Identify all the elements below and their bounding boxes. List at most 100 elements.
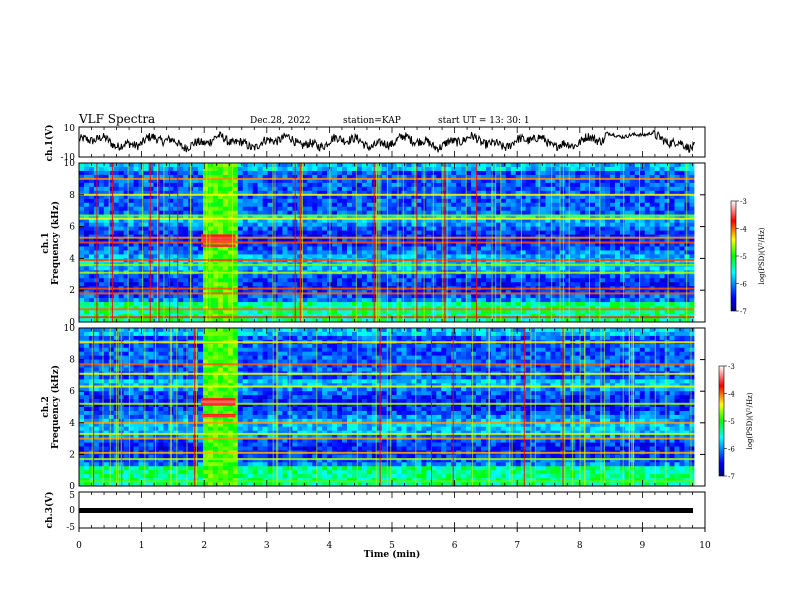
ch1-spec-cell: [570, 174, 576, 180]
ch1-spec-cell: [431, 318, 437, 323]
ch1-spec-cell: [108, 190, 115, 196]
ch1-spec-cell: [351, 218, 358, 223]
ch1-spec-cell: [476, 186, 482, 192]
ch1-spec-cell: [212, 250, 219, 255]
ch1-spec-cell: [451, 314, 457, 319]
ch1-spec-cell: [401, 290, 407, 295]
ch1-spec-cell: [242, 314, 249, 319]
ch1-spec-cell: [446, 163, 452, 168]
ch1-spec-cell: [585, 186, 591, 192]
ch1-spec-cell: [143, 238, 149, 243]
ch1-spec-cell: [158, 314, 164, 319]
ch1-spec-cell: [654, 282, 660, 287]
ch1-spec-cell: [634, 234, 641, 239]
ch1-spec-cell: [312, 318, 318, 323]
ch1-spec-cell: [495, 186, 502, 192]
ch1-spec-cell: [679, 210, 685, 215]
ch1-spec-cell: [476, 206, 482, 211]
ch1-spec-cell: [431, 266, 437, 271]
ch1-spec-cell: [649, 306, 655, 311]
ch1-spec-cell: [232, 210, 239, 215]
ch1-spec-cell: [208, 198, 214, 204]
ch1-spec-cell: [515, 210, 521, 215]
ch1-spec-cell: [471, 182, 477, 188]
ch1-spec-cell: [441, 198, 447, 204]
ch1-spec-cell: [108, 254, 115, 259]
ch1-spec-cell: [98, 318, 105, 323]
ch1-spec-cell: [148, 226, 154, 231]
ch1-spec-cell: [232, 230, 239, 235]
ch1-spec-cell: [570, 166, 576, 172]
ch1-spec-cell: [525, 218, 531, 223]
ch1-spec-cell: [609, 170, 616, 176]
ch1-spec-cell: [590, 222, 596, 227]
ch1-spec-cell: [411, 222, 417, 227]
ch1-spec-cell: [466, 206, 472, 211]
ch1-spec-cell: [689, 302, 695, 307]
ch1-spec-cell: [287, 218, 293, 223]
ch1-spec-cell: [416, 178, 422, 184]
date-label: Dec.28, 2022: [250, 116, 311, 126]
ch1-spec-cell: [83, 306, 90, 311]
ch1-spec-cell: [495, 310, 502, 315]
ch1-spec-cell: [525, 266, 531, 271]
ch1-spec-cell: [128, 210, 134, 215]
ch1-spec-cell: [520, 202, 526, 208]
ch1-spec-cell: [585, 226, 591, 231]
ch1-spec-cell: [212, 290, 219, 295]
ch1-spec-cell: [247, 306, 253, 311]
ch1-spec-cell: [590, 198, 596, 204]
ch1-spec-cell: [232, 178, 239, 184]
ch1-spec-cell: [386, 274, 392, 279]
ch1-spec-cell: [312, 182, 318, 188]
ch1-spec-cell: [401, 166, 407, 172]
ch1-spec-cell: [227, 250, 234, 255]
ch1-spec-cell: [585, 266, 591, 271]
ch1-spec-cell: [520, 234, 526, 239]
ch1-spec-cell: [669, 246, 675, 251]
ch1-spec-cell: [545, 250, 551, 255]
ch1-spec-cell: [356, 278, 363, 283]
ch1-spec-cell: [614, 234, 621, 239]
ch1-spec-cell: [287, 206, 293, 211]
ch1-spec-cell: [649, 318, 655, 323]
ch1-spec-cell: [431, 210, 437, 215]
ch1-spec-cell: [198, 306, 204, 311]
ch1-spec-cell: [257, 166, 263, 172]
ch1-spec-cell: [123, 294, 129, 299]
ch1-spec-cell: [614, 274, 621, 279]
ch1-spec-cell: [605, 274, 611, 279]
ch1-spec-cell: [307, 190, 313, 196]
ch1-spec-cell: [128, 310, 134, 315]
ch1-spec-cell: [366, 294, 373, 299]
ch1-spec-cell: [242, 218, 249, 223]
ch1-spec-cell: [585, 170, 591, 176]
ch1-spec-cell: [614, 182, 621, 188]
ch1-spec-cell: [342, 318, 348, 323]
ch1-spec-cell: [530, 246, 536, 251]
ch1-spec-cell: [232, 214, 239, 219]
ch1-spec-cell: [118, 238, 124, 243]
ch1-spec-cell: [664, 186, 670, 192]
ch1-spec-cell: [262, 190, 268, 196]
ch1-spec-cell: [282, 302, 288, 307]
ch1-spec-cell: [535, 278, 541, 283]
ch1-spec-cell: [143, 210, 149, 215]
ch1-spec-cell: [128, 290, 134, 295]
ch1-spec-cell: [530, 178, 536, 184]
ch1-spec-cell: [555, 194, 561, 200]
ch1-spec-cell: [480, 226, 487, 231]
ch1-spec-cell: [629, 278, 636, 283]
ch1-spec-cell: [227, 226, 234, 231]
ch1-spec-cell: [302, 206, 308, 211]
ch1-spec-cell: [510, 242, 516, 247]
ch1-spec-cell: [337, 246, 343, 251]
ch1-spec-cell: [322, 178, 328, 184]
ch1-spec-cell: [138, 214, 144, 219]
ch1-spec-cell: [580, 234, 586, 239]
ch1-spec-cell: [451, 282, 457, 287]
ch1-spec-cell: [242, 318, 249, 323]
ch1-spec-cell: [619, 310, 626, 315]
ch1-spec-cell: [436, 290, 442, 295]
ch1-spec-cell: [595, 214, 601, 219]
